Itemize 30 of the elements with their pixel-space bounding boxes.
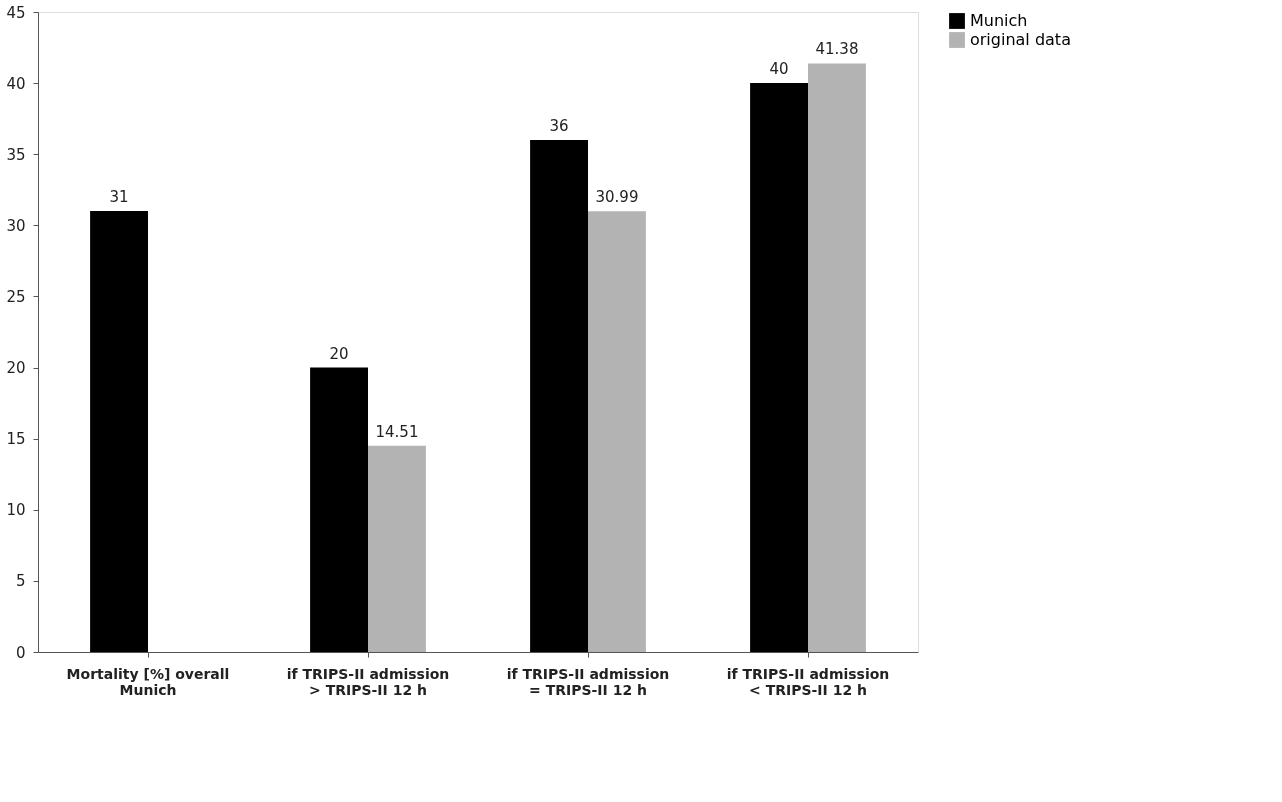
legend-label: original data — [970, 30, 1071, 49]
bar — [750, 83, 808, 652]
data-label: 41.38 — [815, 40, 859, 59]
bar — [310, 367, 368, 652]
x-tick-label: if TRIPS-II admission = TRIPS-II 12 h — [506, 665, 670, 698]
data-label: 20 — [329, 344, 349, 363]
y-tick-label: 20 — [6, 359, 26, 378]
bar — [588, 211, 646, 652]
x-tick-label: if TRIPS-II admission > TRIPS-II 12 h — [286, 665, 450, 698]
x-tick-label: Mortality [%] overall Munich — [66, 665, 230, 698]
y-tick-label: 45 — [6, 3, 26, 22]
data-label: 31 — [109, 188, 129, 207]
y-tick-label: 30 — [6, 216, 26, 235]
y-tick-label: 35 — [6, 145, 26, 164]
data-label: 14.51 — [375, 422, 419, 441]
y-tick-label: 15 — [6, 430, 26, 449]
y-tick-label: 0 — [15, 643, 26, 662]
y-tick-label: 5 — [15, 572, 26, 591]
data-label: 40 — [769, 60, 789, 79]
bar — [530, 140, 588, 652]
x-tick-label: if TRIPS-II admission < TRIPS-II 12 h — [726, 665, 890, 698]
legend-label: Munich — [970, 11, 1028, 30]
bar — [368, 445, 426, 652]
data-label: 36 — [549, 117, 569, 135]
bar — [808, 63, 866, 652]
y-tick-label: 25 — [6, 287, 26, 306]
bar — [90, 211, 148, 652]
y-tick-label: 40 — [6, 74, 26, 93]
y-tick-label: 10 — [6, 501, 26, 520]
data-label: 30.99 — [595, 188, 639, 207]
